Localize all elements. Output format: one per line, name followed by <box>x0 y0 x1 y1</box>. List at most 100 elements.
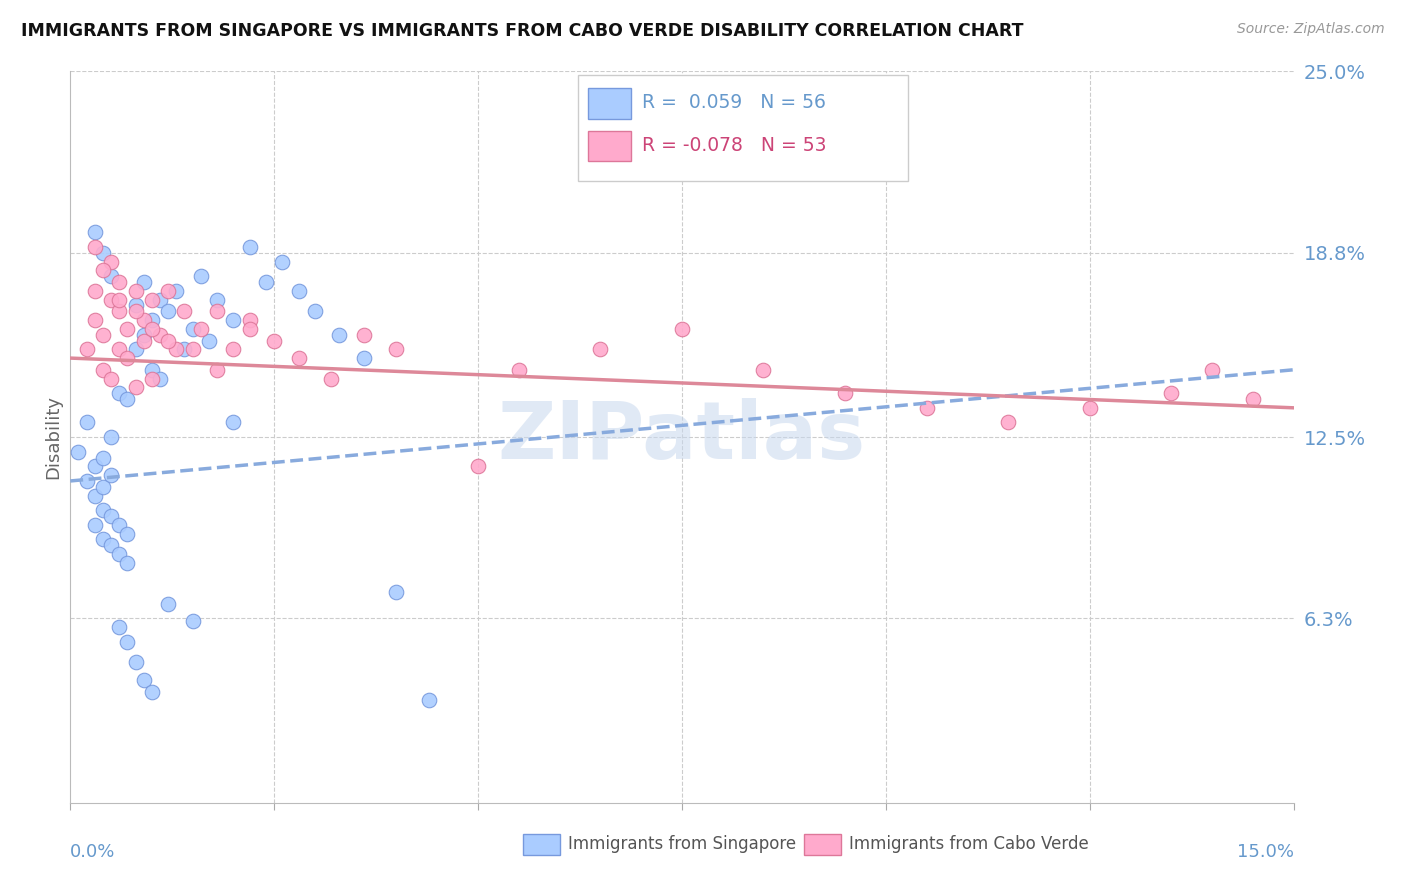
Point <box>100 430 122 444</box>
Point <box>108 293 131 307</box>
Point <box>108 343 131 357</box>
Point <box>100 468 122 483</box>
Point <box>239 313 262 327</box>
Point <box>149 293 172 307</box>
Point <box>83 313 105 327</box>
Point <box>915 401 938 415</box>
Point <box>141 363 163 377</box>
Point <box>108 304 131 318</box>
Point <box>100 293 122 307</box>
Point <box>132 673 155 687</box>
Point <box>83 225 105 239</box>
Point <box>132 313 155 327</box>
Point <box>752 363 775 377</box>
Point <box>271 254 294 268</box>
Point <box>385 343 408 357</box>
Point <box>508 363 530 377</box>
FancyBboxPatch shape <box>588 88 630 119</box>
Point <box>141 684 163 698</box>
Point <box>239 322 262 336</box>
Point <box>117 556 139 570</box>
Point <box>418 693 440 707</box>
FancyBboxPatch shape <box>523 833 560 855</box>
Point <box>117 322 139 336</box>
Point <box>157 597 180 611</box>
Point <box>108 275 131 289</box>
Point <box>205 363 228 377</box>
Point <box>239 240 262 254</box>
Point <box>117 351 139 365</box>
FancyBboxPatch shape <box>578 75 908 181</box>
Point <box>124 343 146 357</box>
Point <box>124 284 146 298</box>
Point <box>205 293 228 307</box>
Point <box>173 304 195 318</box>
Point <box>132 275 155 289</box>
Text: 15.0%: 15.0% <box>1236 843 1294 861</box>
Point <box>141 313 163 327</box>
Point <box>91 450 114 465</box>
Point <box>117 526 139 541</box>
Text: Immigrants from Singapore: Immigrants from Singapore <box>568 836 796 854</box>
Point <box>132 327 155 342</box>
Point <box>141 293 163 307</box>
Point <box>108 517 131 532</box>
Point <box>76 474 98 488</box>
Point <box>263 334 285 348</box>
Point <box>222 343 245 357</box>
Point <box>157 284 180 298</box>
Point <box>321 371 343 385</box>
Point <box>83 284 105 298</box>
Point <box>100 269 122 284</box>
Point <box>83 240 105 254</box>
Point <box>100 509 122 524</box>
FancyBboxPatch shape <box>804 833 841 855</box>
Point <box>100 371 122 385</box>
Point <box>222 416 245 430</box>
Point <box>157 334 180 348</box>
Point <box>287 351 309 365</box>
Point <box>83 459 105 474</box>
Point <box>198 334 221 348</box>
Point <box>124 380 146 394</box>
Point <box>589 343 612 357</box>
Point <box>1078 401 1101 415</box>
Point <box>173 343 195 357</box>
Point <box>91 363 114 377</box>
Text: ZIPatlas: ZIPatlas <box>498 398 866 476</box>
Point <box>91 263 114 277</box>
Point <box>91 503 114 517</box>
Point <box>205 304 228 318</box>
Point <box>100 538 122 552</box>
Text: Immigrants from Cabo Verde: Immigrants from Cabo Verde <box>849 836 1090 854</box>
Point <box>124 656 146 670</box>
Point <box>91 245 114 260</box>
Point <box>91 480 114 494</box>
Point <box>353 327 375 342</box>
Point <box>76 343 98 357</box>
Point <box>190 269 212 284</box>
Text: 0.0%: 0.0% <box>70 843 115 861</box>
Point <box>222 313 245 327</box>
Point <box>141 371 163 385</box>
Point <box>149 327 172 342</box>
Point <box>124 298 146 312</box>
Point <box>165 284 187 298</box>
Point <box>181 343 204 357</box>
Point <box>1241 392 1264 406</box>
Point <box>124 304 146 318</box>
Point <box>1160 386 1182 401</box>
Point <box>834 386 856 401</box>
FancyBboxPatch shape <box>588 130 630 161</box>
Point <box>76 416 98 430</box>
Point <box>117 635 139 649</box>
Text: R = -0.078   N = 53: R = -0.078 N = 53 <box>641 136 827 155</box>
Point <box>287 284 309 298</box>
Text: R =  0.059   N = 56: R = 0.059 N = 56 <box>641 94 825 112</box>
Point <box>149 371 172 385</box>
Point <box>91 327 114 342</box>
Point <box>100 254 122 268</box>
Point <box>83 517 105 532</box>
Point <box>67 444 90 458</box>
Point <box>165 343 187 357</box>
